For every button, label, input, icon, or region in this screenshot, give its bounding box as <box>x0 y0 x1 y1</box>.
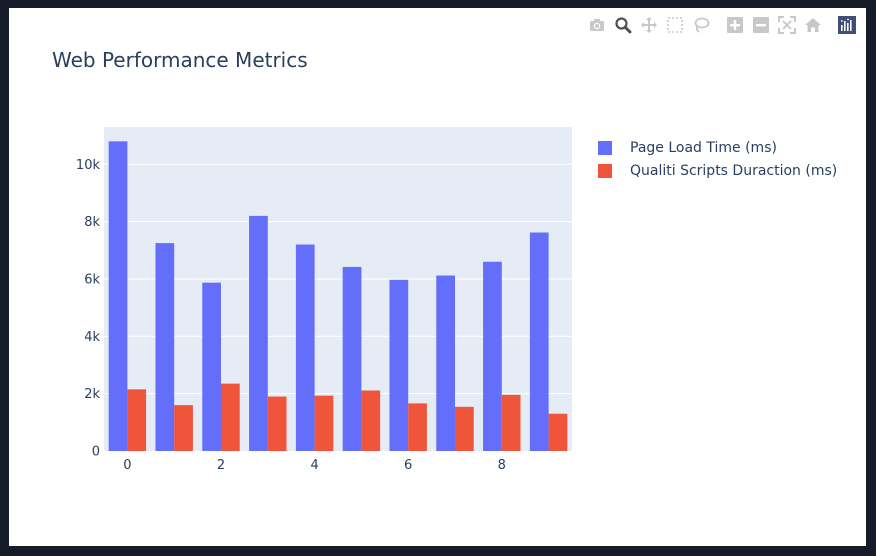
legend-item-1[interactable]: Qualiti Scripts Duraction (ms) <box>598 159 837 182</box>
bar-qualiti-scripts-3[interactable] <box>268 397 287 451</box>
bar-page-load-time-7[interactable] <box>436 276 455 451</box>
y-tick-label: 0 <box>92 445 100 460</box>
legend-swatch <box>598 164 612 178</box>
y-tick-label: 4k <box>84 330 100 345</box>
bar-page-load-time-3[interactable] <box>249 216 268 451</box>
bar-page-load-time-6[interactable] <box>389 280 408 451</box>
bar-chart[interactable]: 0 2k 4k 6k 8k 10k 0 2 4 6 8 <box>9 8 866 546</box>
y-tick-label: 10k <box>76 158 101 173</box>
bar-page-load-time-9[interactable] <box>530 233 549 451</box>
bar-page-load-time-5[interactable] <box>343 267 362 451</box>
legend-item-0[interactable]: Page Load Time (ms) <box>598 136 837 159</box>
y-tick-label: 6k <box>84 272 100 287</box>
bar-qualiti-scripts-0[interactable] <box>127 389 146 451</box>
bar-qualiti-scripts-8[interactable] <box>502 395 521 451</box>
x-tick-label: 2 <box>217 458 225 473</box>
bar-page-load-time-8[interactable] <box>483 262 502 451</box>
bar-qualiti-scripts-2[interactable] <box>221 384 240 451</box>
bar-qualiti-scripts-5[interactable] <box>361 391 380 451</box>
x-tick-label: 8 <box>498 458 506 473</box>
x-tick-label: 4 <box>310 458 318 473</box>
bar-page-load-time-2[interactable] <box>202 283 221 451</box>
x-tick-label: 0 <box>123 458 131 473</box>
bar-qualiti-scripts-1[interactable] <box>174 405 193 451</box>
legend-label: Qualiti Scripts Duraction (ms) <box>630 163 837 179</box>
bar-qualiti-scripts-9[interactable] <box>549 414 568 451</box>
legend: Page Load Time (ms) Qualiti Scripts Durac… <box>598 136 837 182</box>
bar-page-load-time-4[interactable] <box>296 245 315 451</box>
bar-qualiti-scripts-6[interactable] <box>408 403 427 451</box>
bar-qualiti-scripts-7[interactable] <box>455 407 474 451</box>
y-tick-label: 2k <box>84 387 100 402</box>
bar-qualiti-scripts-4[interactable] <box>315 396 334 451</box>
legend-label: Page Load Time (ms) <box>630 140 777 156</box>
bar-page-load-time-1[interactable] <box>155 243 174 451</box>
y-tick-label: 8k <box>84 215 100 230</box>
bar-page-load-time-0[interactable] <box>109 141 128 451</box>
legend-swatch <box>598 141 612 155</box>
x-tick-label: 6 <box>404 458 412 473</box>
chart-container: Web Performance Metrics 0 2k 4k 6k 8k 10k 0 2 4 6… <box>9 8 866 546</box>
